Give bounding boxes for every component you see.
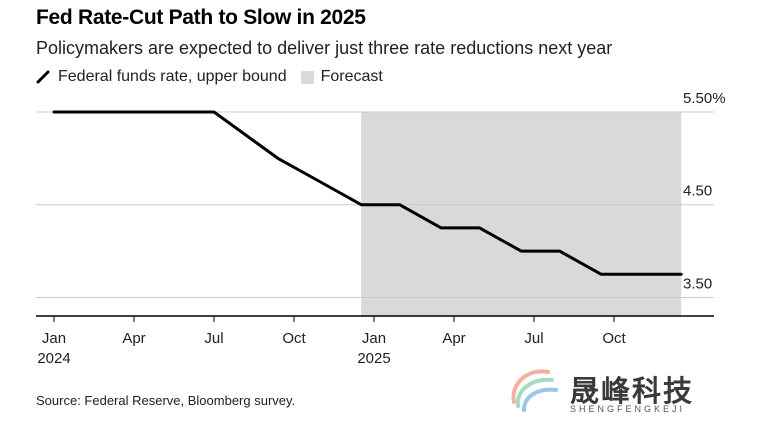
- x-tick-label: Jan: [362, 330, 386, 347]
- y-tick-label: 3.50: [683, 275, 712, 292]
- x-tick-label: Jul: [524, 330, 543, 347]
- watermark-en: SHENGFENGKEJI: [570, 404, 686, 414]
- x-tick-label: Oct: [282, 330, 306, 347]
- y-tick-label: 4.50: [683, 183, 712, 200]
- legend-item-series: Federal funds rate, upper bound: [36, 68, 287, 86]
- x-tick-year: 2024: [37, 350, 70, 367]
- x-tick-label: Jul: [204, 330, 223, 347]
- series-line-fed-funds-rate: [52, 110, 683, 276]
- forecast-band: [361, 112, 682, 316]
- legend-item-forecast: Forecast: [300, 68, 383, 86]
- chart-title: Fed Rate-Cut Path to Slow in 2025: [36, 6, 366, 29]
- x-tick-label: Apr: [442, 330, 465, 347]
- x-tick-label: Jan: [42, 330, 66, 347]
- line-swatch-icon: [36, 70, 50, 84]
- watermark-logo-icon: [511, 369, 558, 412]
- source-note: Source: Federal Reserve, Bloomberg surve…: [36, 393, 296, 408]
- x-tick-year: 2025: [357, 350, 390, 367]
- forecast-swatch-icon: [300, 70, 314, 84]
- legend-forecast-label: Forecast: [320, 68, 383, 85]
- chart-subtitle: Policymakers are expected to deliver jus…: [36, 38, 613, 58]
- legend: Federal funds rate, upper bound Forecast: [36, 68, 397, 86]
- x-tick-label: Apr: [122, 330, 145, 347]
- legend-series-label: Federal funds rate, upper bound: [58, 68, 287, 85]
- y-tick-label: 5.50%: [683, 90, 726, 107]
- watermark: 晟峰科技 SHENGFENGKEJI: [508, 362, 748, 416]
- watermark-cn: 晟峰科技: [570, 376, 695, 408]
- x-tick-label: Oct: [602, 330, 626, 347]
